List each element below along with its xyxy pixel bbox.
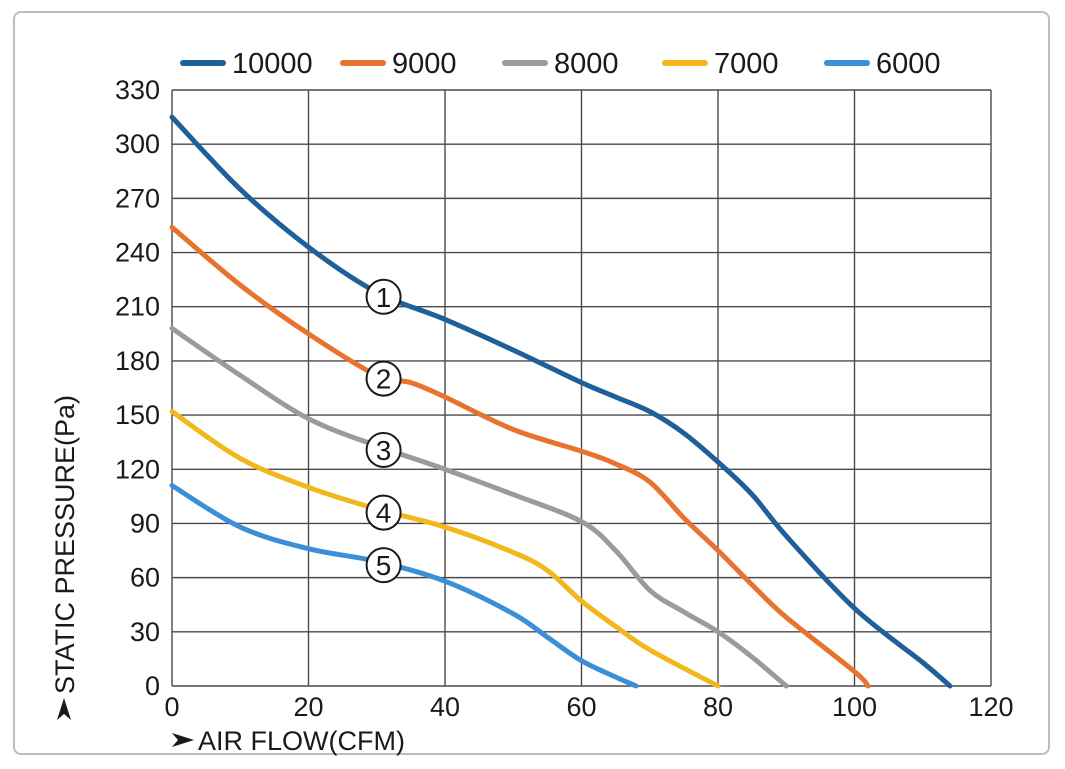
legend-item-9000: 9000: [340, 48, 457, 80]
marker-number: 3: [376, 435, 392, 466]
series-lines: [169, 114, 953, 689]
y-tick-label: 0: [145, 671, 160, 701]
legend-item-8000: 8000: [502, 48, 619, 80]
series-marker-4: 4: [365, 494, 402, 531]
y-tick-label: 240: [115, 238, 160, 268]
y-tick-label: 180: [115, 346, 160, 376]
series-markers: 1 2 3 4 5: [365, 278, 402, 584]
y-tick-label: 150: [115, 400, 160, 430]
x-tick-labels: 0 20 40 60 80 100 120: [164, 692, 1013, 722]
series-line-8000: [169, 325, 789, 689]
legend-item-6000: 6000: [824, 48, 941, 80]
series-line-6000: [169, 483, 639, 689]
y-axis-title: STATIC PRESSURE(Pa): [50, 395, 80, 720]
y-tick-label: 90: [130, 508, 160, 538]
series-marker-2: 2: [365, 360, 402, 397]
marker-circle: [365, 278, 402, 315]
x-tick-label: 40: [430, 692, 460, 722]
y-tick-label: 330: [115, 75, 160, 105]
y-tick-labels: 0 30 60 90 120 150 180 210 240 270 300 330: [115, 75, 160, 701]
grid: [171, 89, 992, 687]
series-marker-3: 3: [365, 431, 402, 468]
y-tick-label: 120: [115, 454, 160, 484]
series-line-9000: [169, 224, 871, 689]
marker-number: 4: [376, 498, 392, 529]
x-tick-label: 20: [293, 692, 323, 722]
y-tick-label: 270: [115, 183, 160, 213]
x-tick-label: 120: [968, 692, 1013, 722]
y-axis-label: STATIC PRESSURE(Pa): [50, 395, 80, 694]
legend-label: 9000: [392, 48, 457, 80]
legend-label: 6000: [876, 48, 941, 80]
x-tick-label: 0: [164, 692, 179, 722]
series-marker-5: 5: [365, 547, 402, 584]
legend-item-7000: 7000: [662, 48, 779, 80]
series-marker-1: 1: [365, 278, 402, 315]
x-axis-label: AIR FLOW(CFM): [198, 726, 405, 756]
series-line-10000: [169, 114, 953, 689]
legend-item-10000: 10000: [180, 48, 313, 80]
y-tick-label: 30: [130, 617, 160, 647]
legend-label: 8000: [554, 48, 619, 80]
legend: 10000 9000 8000 7000 6000: [180, 48, 941, 80]
x-axis-arrow-icon: [172, 733, 194, 747]
marker-circle: [365, 431, 402, 468]
y-tick-label: 300: [115, 129, 160, 159]
y-tick-label: 210: [115, 292, 160, 322]
legend-label: 7000: [714, 48, 779, 80]
marker-number: 2: [376, 364, 392, 395]
marker-number: 1: [376, 282, 392, 313]
x-axis-title: AIR FLOW(CFM): [172, 726, 405, 756]
marker-number: 5: [376, 550, 392, 581]
legend-label: 10000: [232, 48, 313, 80]
marker-circle: [365, 494, 402, 531]
x-tick-label: 100: [832, 692, 877, 722]
marker-circle: [365, 360, 402, 397]
x-tick-label: 60: [566, 692, 596, 722]
x-tick-label: 80: [703, 692, 733, 722]
marker-circle: [365, 547, 402, 584]
y-axis-arrow-icon: [57, 698, 71, 720]
y-tick-label: 60: [130, 563, 160, 593]
series-line-7000: [169, 409, 721, 689]
